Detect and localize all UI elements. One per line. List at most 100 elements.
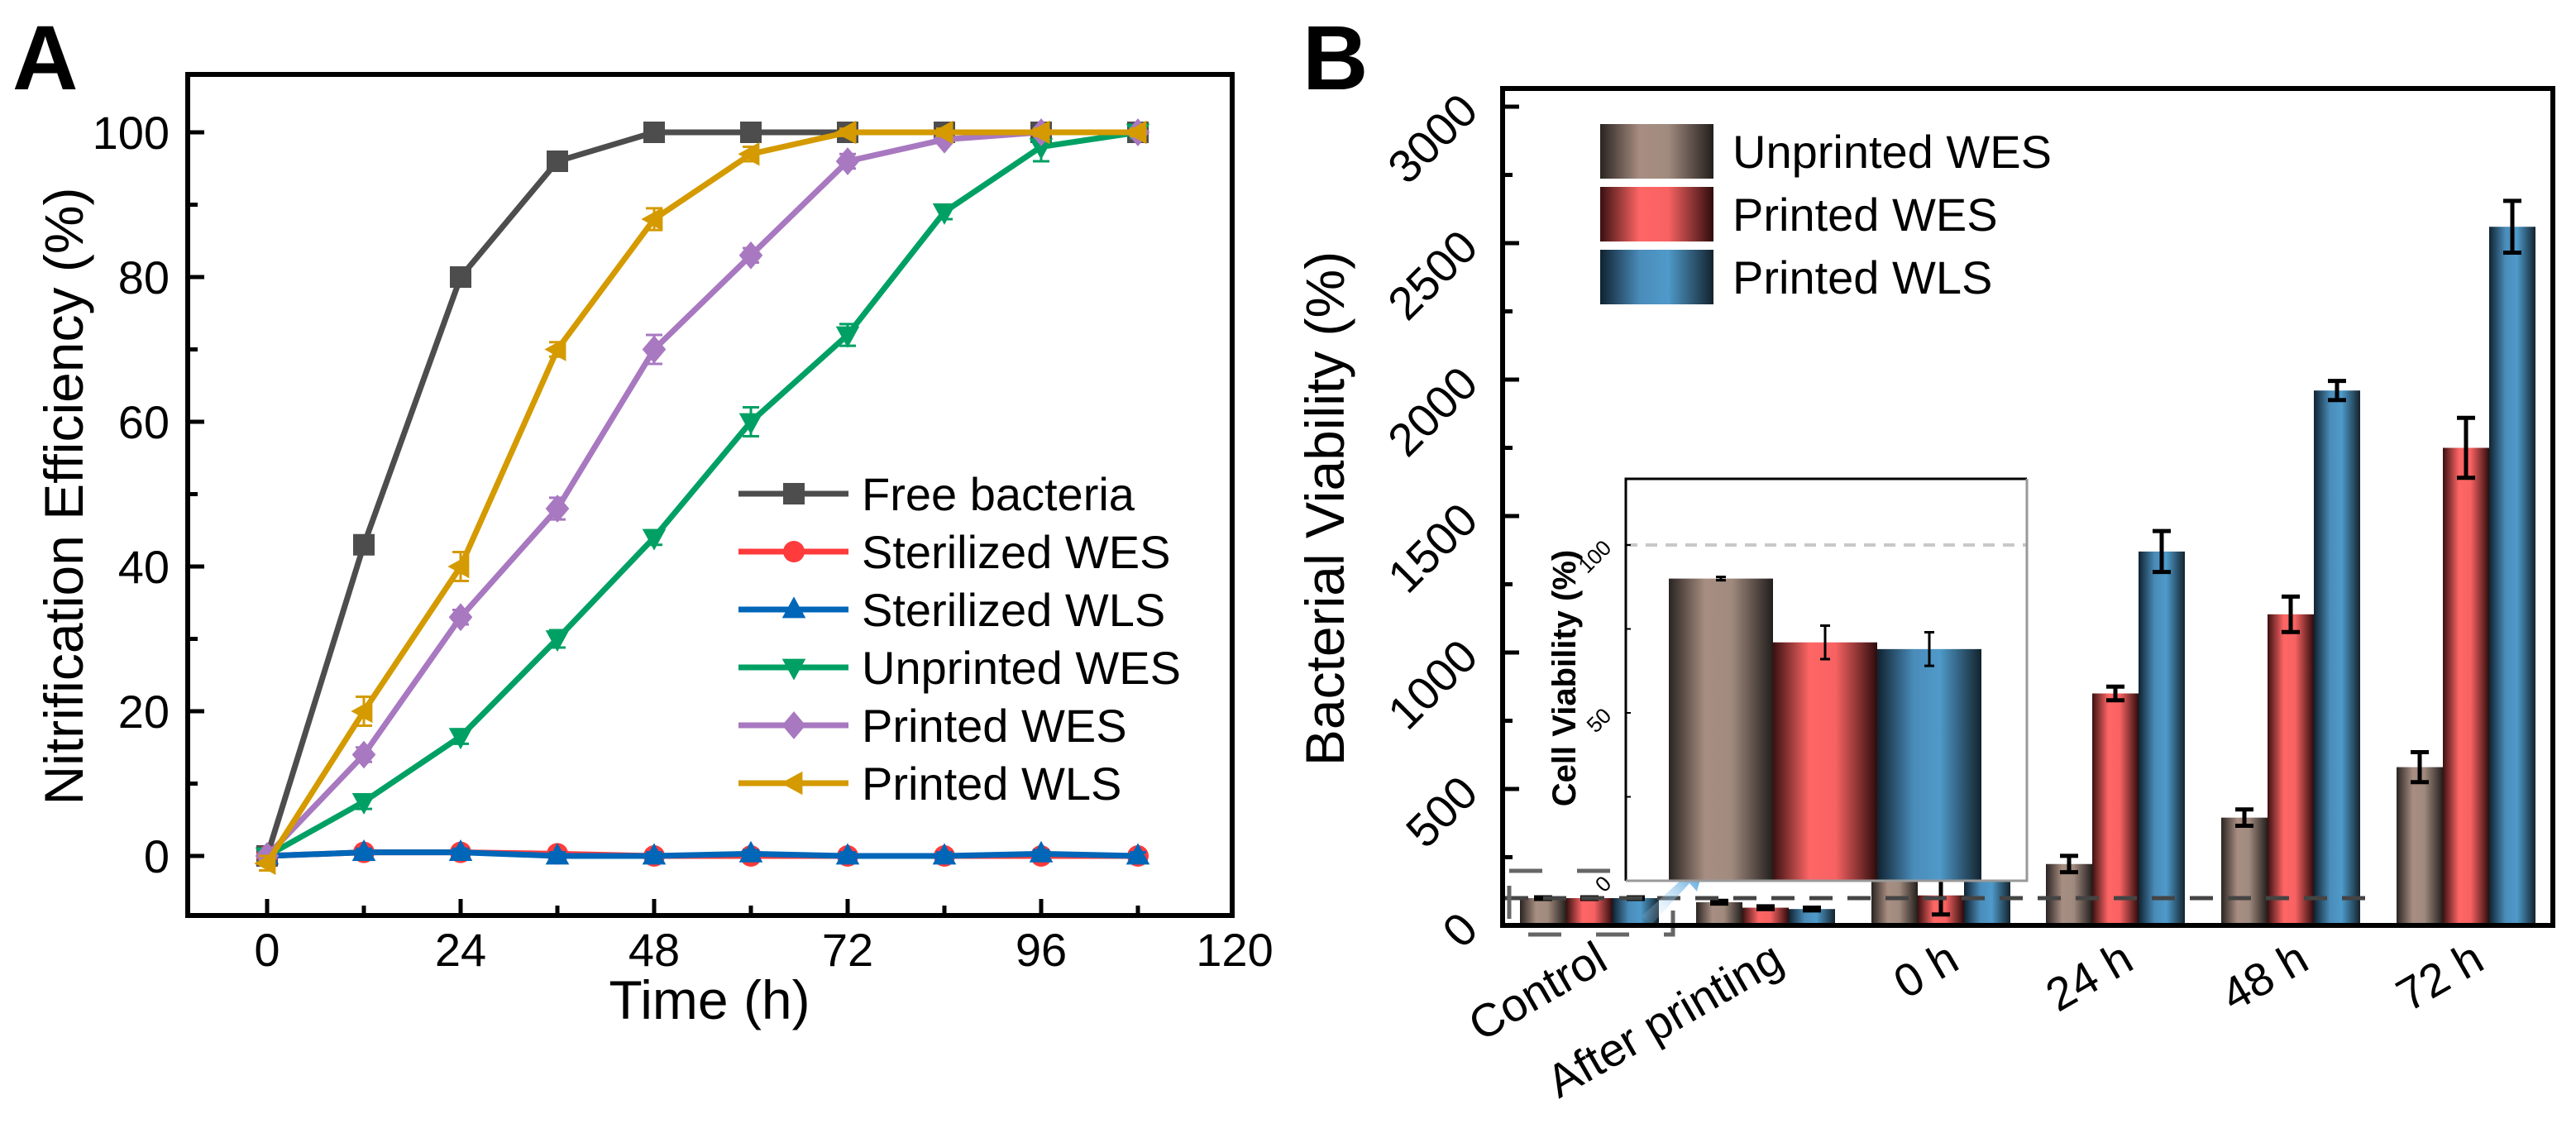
series-sterilized-wls (255, 839, 1150, 865)
legend-marker-triangle-left (781, 771, 803, 796)
series-line (266, 849, 1139, 859)
legend-marker-triangle-up (781, 596, 806, 619)
data-point-diamond (545, 495, 570, 523)
data-point-triangle-left (254, 851, 276, 876)
data-point-square (643, 122, 665, 143)
data-point-triangle-left (931, 120, 953, 145)
bar (1742, 907, 1789, 925)
y-tick-label: 0 (144, 830, 170, 882)
data-point-triangle-down (448, 728, 473, 750)
panel-label-b: B (1302, 7, 1368, 109)
bar (2268, 614, 2314, 925)
error-bar (2153, 528, 2171, 575)
inset-error-bar (1820, 624, 1830, 661)
data-point-diamond (448, 603, 473, 632)
x-category-label: 0 h (1885, 931, 1967, 1008)
legend-item-sterilized-wls: Sterilized WLS (738, 584, 1165, 636)
error-bar (2235, 807, 2253, 829)
data-point-square (353, 533, 375, 556)
inset-error-bar (1716, 576, 1726, 582)
y-tick-label: 3000 (1378, 84, 1488, 194)
legend-item-printed-wls: Printed WLS (738, 758, 1121, 810)
y-tick-label: 0 (1432, 902, 1488, 958)
legend-marker-square (783, 483, 805, 504)
panel-b-y-axis-title: Bacterial Viability (%) (1294, 251, 1355, 766)
inset-bar-printed-wls (1877, 648, 1981, 881)
y-tick-label: 1500 (1378, 493, 1488, 603)
data-point-triangle-up (448, 839, 473, 862)
bar (1789, 909, 1835, 925)
panel-a-legend: Free bacteria Sterilized WES Sterilized WL… (738, 468, 1181, 810)
data-point-triangle-down (738, 413, 763, 435)
bar (2397, 767, 2443, 925)
bar (2489, 227, 2535, 925)
control-highlight-box (1507, 868, 1675, 937)
legend-item-sterilized-wes: Sterilized WES (738, 526, 1170, 578)
legend-item-unprinted-wes: Unprinted WES (738, 642, 1181, 694)
bar (1566, 898, 1613, 925)
data-point-square (547, 151, 568, 172)
x-category-label: 48 h (2212, 931, 2316, 1021)
panel-a-x-axis-title: Time (h) (609, 969, 810, 1030)
error-bar (2106, 684, 2124, 703)
data-point-triangle-left (1028, 120, 1050, 145)
inset-y-tick-label: 50 (1582, 703, 1617, 738)
panel-b-bars (1520, 198, 2535, 925)
y-tick-label: 2000 (1378, 356, 1488, 466)
data-point-triangle-up (1126, 843, 1150, 865)
error-bar (2457, 415, 2475, 480)
legend-label: Unprinted WES (862, 642, 1181, 694)
legend-label: Free bacteria (862, 468, 1135, 520)
error-bar (2503, 198, 2521, 256)
y-tick-label: 100 (93, 107, 170, 159)
legend-item-free-bacteria: Free bacteria (738, 468, 1135, 520)
x-tick-label: 120 (1196, 924, 1273, 976)
data-point-triangle-up (545, 843, 570, 865)
legend-swatch (1600, 187, 1713, 241)
legend-item-unprinted-wes: Unprinted WES (1600, 124, 2052, 179)
x-tick-label: 72 (822, 924, 873, 976)
data-point-triangle-left (641, 207, 663, 232)
y-tick-label: 60 (118, 396, 170, 448)
legend-marker-diamond (781, 711, 806, 739)
data-point-square (740, 122, 762, 143)
y-tick-label: 500 (1396, 766, 1488, 858)
legend-item-printed-wes: Printed WES (1600, 187, 1998, 241)
data-point-triangle-down (1029, 138, 1054, 160)
legend-label: Printed WLS (862, 758, 1121, 810)
data-point-diamond (351, 740, 376, 769)
error-bar (1756, 904, 1775, 911)
inset-error-bar (1924, 631, 1934, 667)
legend-label: Printed WLS (1732, 251, 1992, 304)
bar (2443, 447, 2489, 925)
legend-marker-triangle-down (781, 658, 806, 681)
x-tick-label: 48 (628, 924, 680, 976)
data-point-triangle-down (351, 792, 376, 815)
legend-item-printed-wes: Printed WES (738, 700, 1127, 752)
legend-label: Unprinted WES (1732, 126, 2052, 178)
y-tick-label: 80 (118, 251, 170, 304)
data-point-triangle-left (544, 337, 566, 361)
panel-label-a: A (12, 7, 78, 109)
data-point-triangle-left (834, 120, 857, 145)
data-point-triangle-up (738, 840, 763, 863)
bar (2314, 390, 2360, 925)
data-point-triangle-left (1125, 120, 1147, 145)
inset-bar-printed-wes (1773, 642, 1877, 881)
panel-a-frame (185, 72, 1235, 918)
legend-label: Printed WES (862, 700, 1127, 752)
bar (1696, 901, 1742, 925)
bar-series-printed-wes (1566, 415, 2489, 925)
data-point-square (450, 266, 471, 288)
legend-swatch (1600, 250, 1713, 304)
data-point-triangle-down (545, 630, 570, 653)
inset-frame (1624, 477, 2027, 881)
series-printed-wls (254, 120, 1147, 876)
data-point-diamond (642, 335, 667, 364)
bar (2139, 551, 2185, 925)
data-point-triangle-down (835, 326, 860, 348)
data-point-triangle-up (642, 843, 667, 865)
